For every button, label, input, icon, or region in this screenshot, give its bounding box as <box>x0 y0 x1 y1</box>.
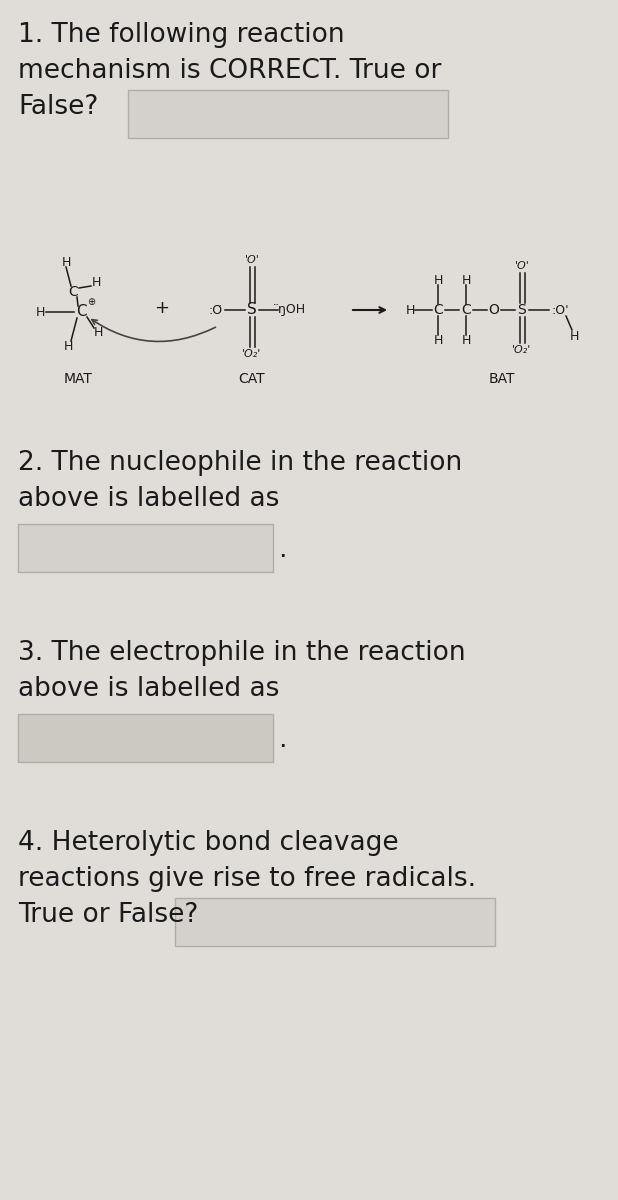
Text: 'O': 'O' <box>515 260 530 271</box>
Text: reactions give rise to free radicals.: reactions give rise to free radicals. <box>18 866 476 892</box>
Text: H: H <box>461 334 471 347</box>
Text: above is labelled as: above is labelled as <box>18 676 279 702</box>
Text: S: S <box>247 302 257 318</box>
Text: 'O₂': 'O₂' <box>242 349 261 359</box>
Text: C: C <box>75 305 87 319</box>
Text: False?: False? <box>18 94 98 120</box>
FancyBboxPatch shape <box>128 90 448 138</box>
Text: ⊕: ⊕ <box>87 296 95 307</box>
FancyBboxPatch shape <box>18 714 273 762</box>
Text: H: H <box>35 306 44 318</box>
Text: H: H <box>91 276 101 288</box>
Text: C: C <box>68 284 78 299</box>
Text: +: + <box>154 299 169 317</box>
Text: above is labelled as: above is labelled as <box>18 486 279 512</box>
Text: H: H <box>61 256 70 269</box>
Text: BAT: BAT <box>489 372 515 386</box>
Text: H: H <box>433 334 442 347</box>
Text: H: H <box>569 330 578 342</box>
Text: 'O₂': 'O₂' <box>512 346 531 355</box>
Text: H: H <box>93 325 103 338</box>
Text: .: . <box>278 538 287 563</box>
Text: mechanism is CORRECT. True or: mechanism is CORRECT. True or <box>18 58 441 84</box>
Text: .: . <box>278 727 287 754</box>
FancyArrowPatch shape <box>92 319 216 342</box>
Text: H: H <box>63 340 73 353</box>
Text: 4. Heterolytic bond cleavage: 4. Heterolytic bond cleavage <box>18 830 399 856</box>
Text: 3. The electrophile in the reaction: 3. The electrophile in the reaction <box>18 640 465 666</box>
FancyBboxPatch shape <box>18 524 273 572</box>
Text: MAT: MAT <box>64 372 93 386</box>
Text: C: C <box>461 302 471 317</box>
Text: S: S <box>518 302 527 317</box>
FancyBboxPatch shape <box>175 898 495 946</box>
Text: CAT: CAT <box>239 372 265 386</box>
Text: H: H <box>461 274 471 287</box>
Text: 2. The nucleophile in the reaction: 2. The nucleophile in the reaction <box>18 450 462 476</box>
Text: 'O': 'O' <box>245 254 260 265</box>
Text: H: H <box>433 274 442 287</box>
Text: C: C <box>433 302 443 317</box>
Text: :O': :O' <box>551 304 569 317</box>
Text: 1. The following reaction: 1. The following reaction <box>18 22 345 48</box>
Text: H: H <box>405 304 415 317</box>
Text: :Ö: :Ö <box>209 304 223 317</box>
Text: ̈ŋOH: ̈ŋOH <box>279 304 305 317</box>
Text: True or False?: True or False? <box>18 902 198 928</box>
Text: O: O <box>489 302 499 317</box>
